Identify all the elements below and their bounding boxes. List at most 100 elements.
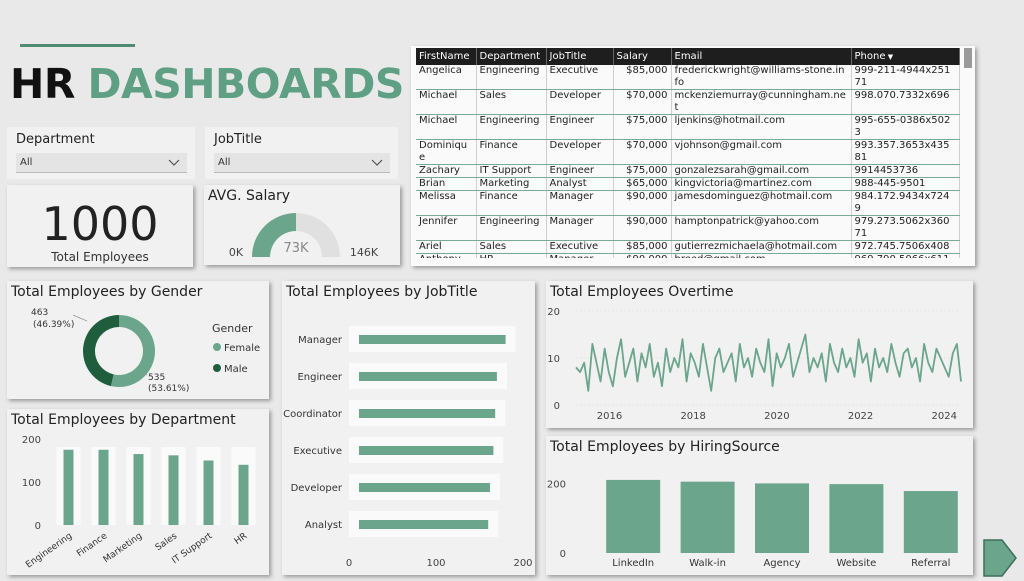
x-tick-label: LinkedIn [612,558,654,569]
table-cell-salary: $65,000 [613,177,672,191]
y-tick-label: Engineer [297,372,342,383]
bar-hr [238,464,249,525]
column-header-department[interactable]: Department [476,48,547,65]
gender-chart-title: Total Employees by Gender [11,284,203,300]
donut-slice-female [110,315,155,387]
table-cell-jobtitle: Manager [546,253,614,258]
table-cell-firstname: Angelica [416,65,477,90]
x-tick-label: 2024 [932,411,957,422]
table-cell-jobtitle: Analyst [546,177,614,191]
y-tick-label: 200 [547,479,566,490]
table-row[interactable]: AnthonyHRManager$90,000breed@gmail.com96… [416,253,960,258]
y-tick-label: 10 [547,354,560,365]
x-tick-label: Walk-in [689,558,726,569]
department-chart-title: Total Employees by Department [11,412,236,428]
department-slicer: Department All [7,127,195,179]
female-data-label-count: 535 [148,373,165,383]
table-cell-firstname: Melissa [416,190,477,216]
x-tick-label: 0 [346,558,352,569]
table-cell-email: breed@gmail.com [671,253,852,258]
salary-gauge: 73K 0K 146K [229,213,379,259]
y-tick-label: 100 [22,478,41,489]
donut-slice-male [82,315,119,387]
y-tick-label: Analyst [305,520,342,531]
column-header-email[interactable]: Email [671,48,852,65]
table-cell-firstname: Michael [416,114,477,140]
employee-table-viewport[interactable]: FirstName Department JobTitle Salary Email Ph… [411,46,975,258]
table-cell-firstname: Brian [416,177,477,191]
kpi-label: Total Employees [51,250,149,264]
column-header-jobtitle[interactable]: JobTitle [546,48,614,65]
y-tick-label: 200 [22,435,41,446]
title-accent-line [20,44,135,47]
table-cell-department: Finance [476,139,547,165]
table-row[interactable]: Michael Engineering Engineer $75,000 ljenkin… [416,114,960,140]
gauge-min: 0K [229,246,244,259]
avg-salary-card: AVG. Salary 73K 0K 146K [204,185,400,265]
female-label-leader [140,372,148,376]
table-cell-email: gutierrezmichaela@hotmail.com [671,240,852,254]
bar-engineering [63,449,74,525]
table-cell-salary: $70,000 [613,89,672,115]
table-cell-firstname: Jennifer [416,215,477,241]
bar-developer [359,483,490,492]
table-cell-firstname: Michael [416,89,477,115]
x-tick-label: 2018 [680,411,705,422]
hiring-chart-title: Total Employees by HiringSource [550,439,780,455]
table-cell-phone: 993.357.3653x43581 [851,139,960,165]
legend-male-marker [213,364,221,372]
table-cell-email: hamptonpatrick@yahoo.com [671,215,852,241]
table-cell-email: kingvictoria@martinez.com [671,177,852,191]
overtime-line-chart: 0 10 20 2016 2018 2020 2022 2024 [547,307,962,422]
column-header-phone[interactable]: Phone ▼ [851,48,960,65]
table-cell-phone: 9914453736 [851,164,960,178]
y-tick-label: 0 [35,521,41,532]
table-header-row: FirstName Department JobTitle Salary Email Ph… [416,48,960,65]
bar-referral [903,491,958,553]
overtime-chart-card: Total Employees Overtime 0 10 20 2016 2018 20… [546,281,973,428]
table-row[interactable]: Zachary IT Support Engineer $75,000 gonzalez… [416,164,960,178]
jobtitle-bar-chart: Manager Engineer Coordinator Executive Devel… [283,326,533,569]
department-dropdown[interactable]: All [16,153,187,173]
bar-sales [168,455,179,525]
jobtitle-dropdown[interactable]: All [214,153,390,173]
table-row[interactable]: Brian Marketing Analyst $65,000 kingvictoria… [416,177,960,191]
legend-female-label[interactable]: Female [224,343,260,354]
table-cell-salary: $90,000 [613,215,672,241]
page-title-part1: HR [10,60,75,108]
y-tick-label: Executive [293,446,342,457]
x-tick-label: 2020 [764,411,789,422]
table-cell-email: frederickwright@williams-stone.info [671,65,852,90]
table-row[interactable]: Michael Sales Developer $70,000 mckenziemurr… [416,89,960,115]
table-cell-firstname: Anthony [416,253,477,258]
next-page-arrow-icon[interactable] [982,538,1018,578]
table-cell-email: mckenziemurray@cunningham.net [671,89,852,115]
bar-website [829,484,884,553]
legend-male-label[interactable]: Male [224,364,248,375]
table-row[interactable]: Dominique Finance Developer $70,000 vjohnson… [416,139,960,165]
table-scrollbar[interactable] [964,48,972,68]
table-row[interactable]: Melissa Finance Manager $90,000 jamesdomingu… [416,190,960,216]
table-cell-phone: 998.070.7332x696 [851,89,960,115]
table-cell-phone: 984.172.9434x7249 [851,190,960,216]
table-cell-department: Marketing [476,177,547,191]
jobtitle-dropdown-value: All [218,157,231,168]
table-cell-department: Engineering [476,215,547,241]
table-cell-department: Sales [476,240,547,254]
table-cell-phone: 988-445-9501 [851,177,960,191]
x-tick-label: HR [233,531,249,547]
column-header-firstname[interactable]: FirstName [416,48,477,65]
x-tick-label: Website [836,558,876,569]
table-cell-firstname: Dominique [416,139,477,165]
male-data-label-count: 463 [31,308,48,318]
page-title: HR DASHBOARDS [10,60,404,108]
chevron-down-icon [168,159,180,166]
table-row[interactable]: Jennifer Engineering Manager $90,000 hampton… [416,215,960,241]
gender-chart-card: Total Employees by Gender 463 (46.39%) 5… [7,281,269,399]
table-cell-email: gonzalezsarah@gmail.com [671,164,852,178]
male-data-label-pct: (46.39%) [33,320,74,330]
column-header-salary[interactable]: Salary [613,48,672,65]
table-cell-jobtitle: Executive [546,65,614,90]
table-row[interactable]: Ariel Sales Executive $85,000 gutierrezmicha… [416,240,960,254]
table-row[interactable]: Angelica Engineering Executive $85,000 frede… [416,65,960,90]
